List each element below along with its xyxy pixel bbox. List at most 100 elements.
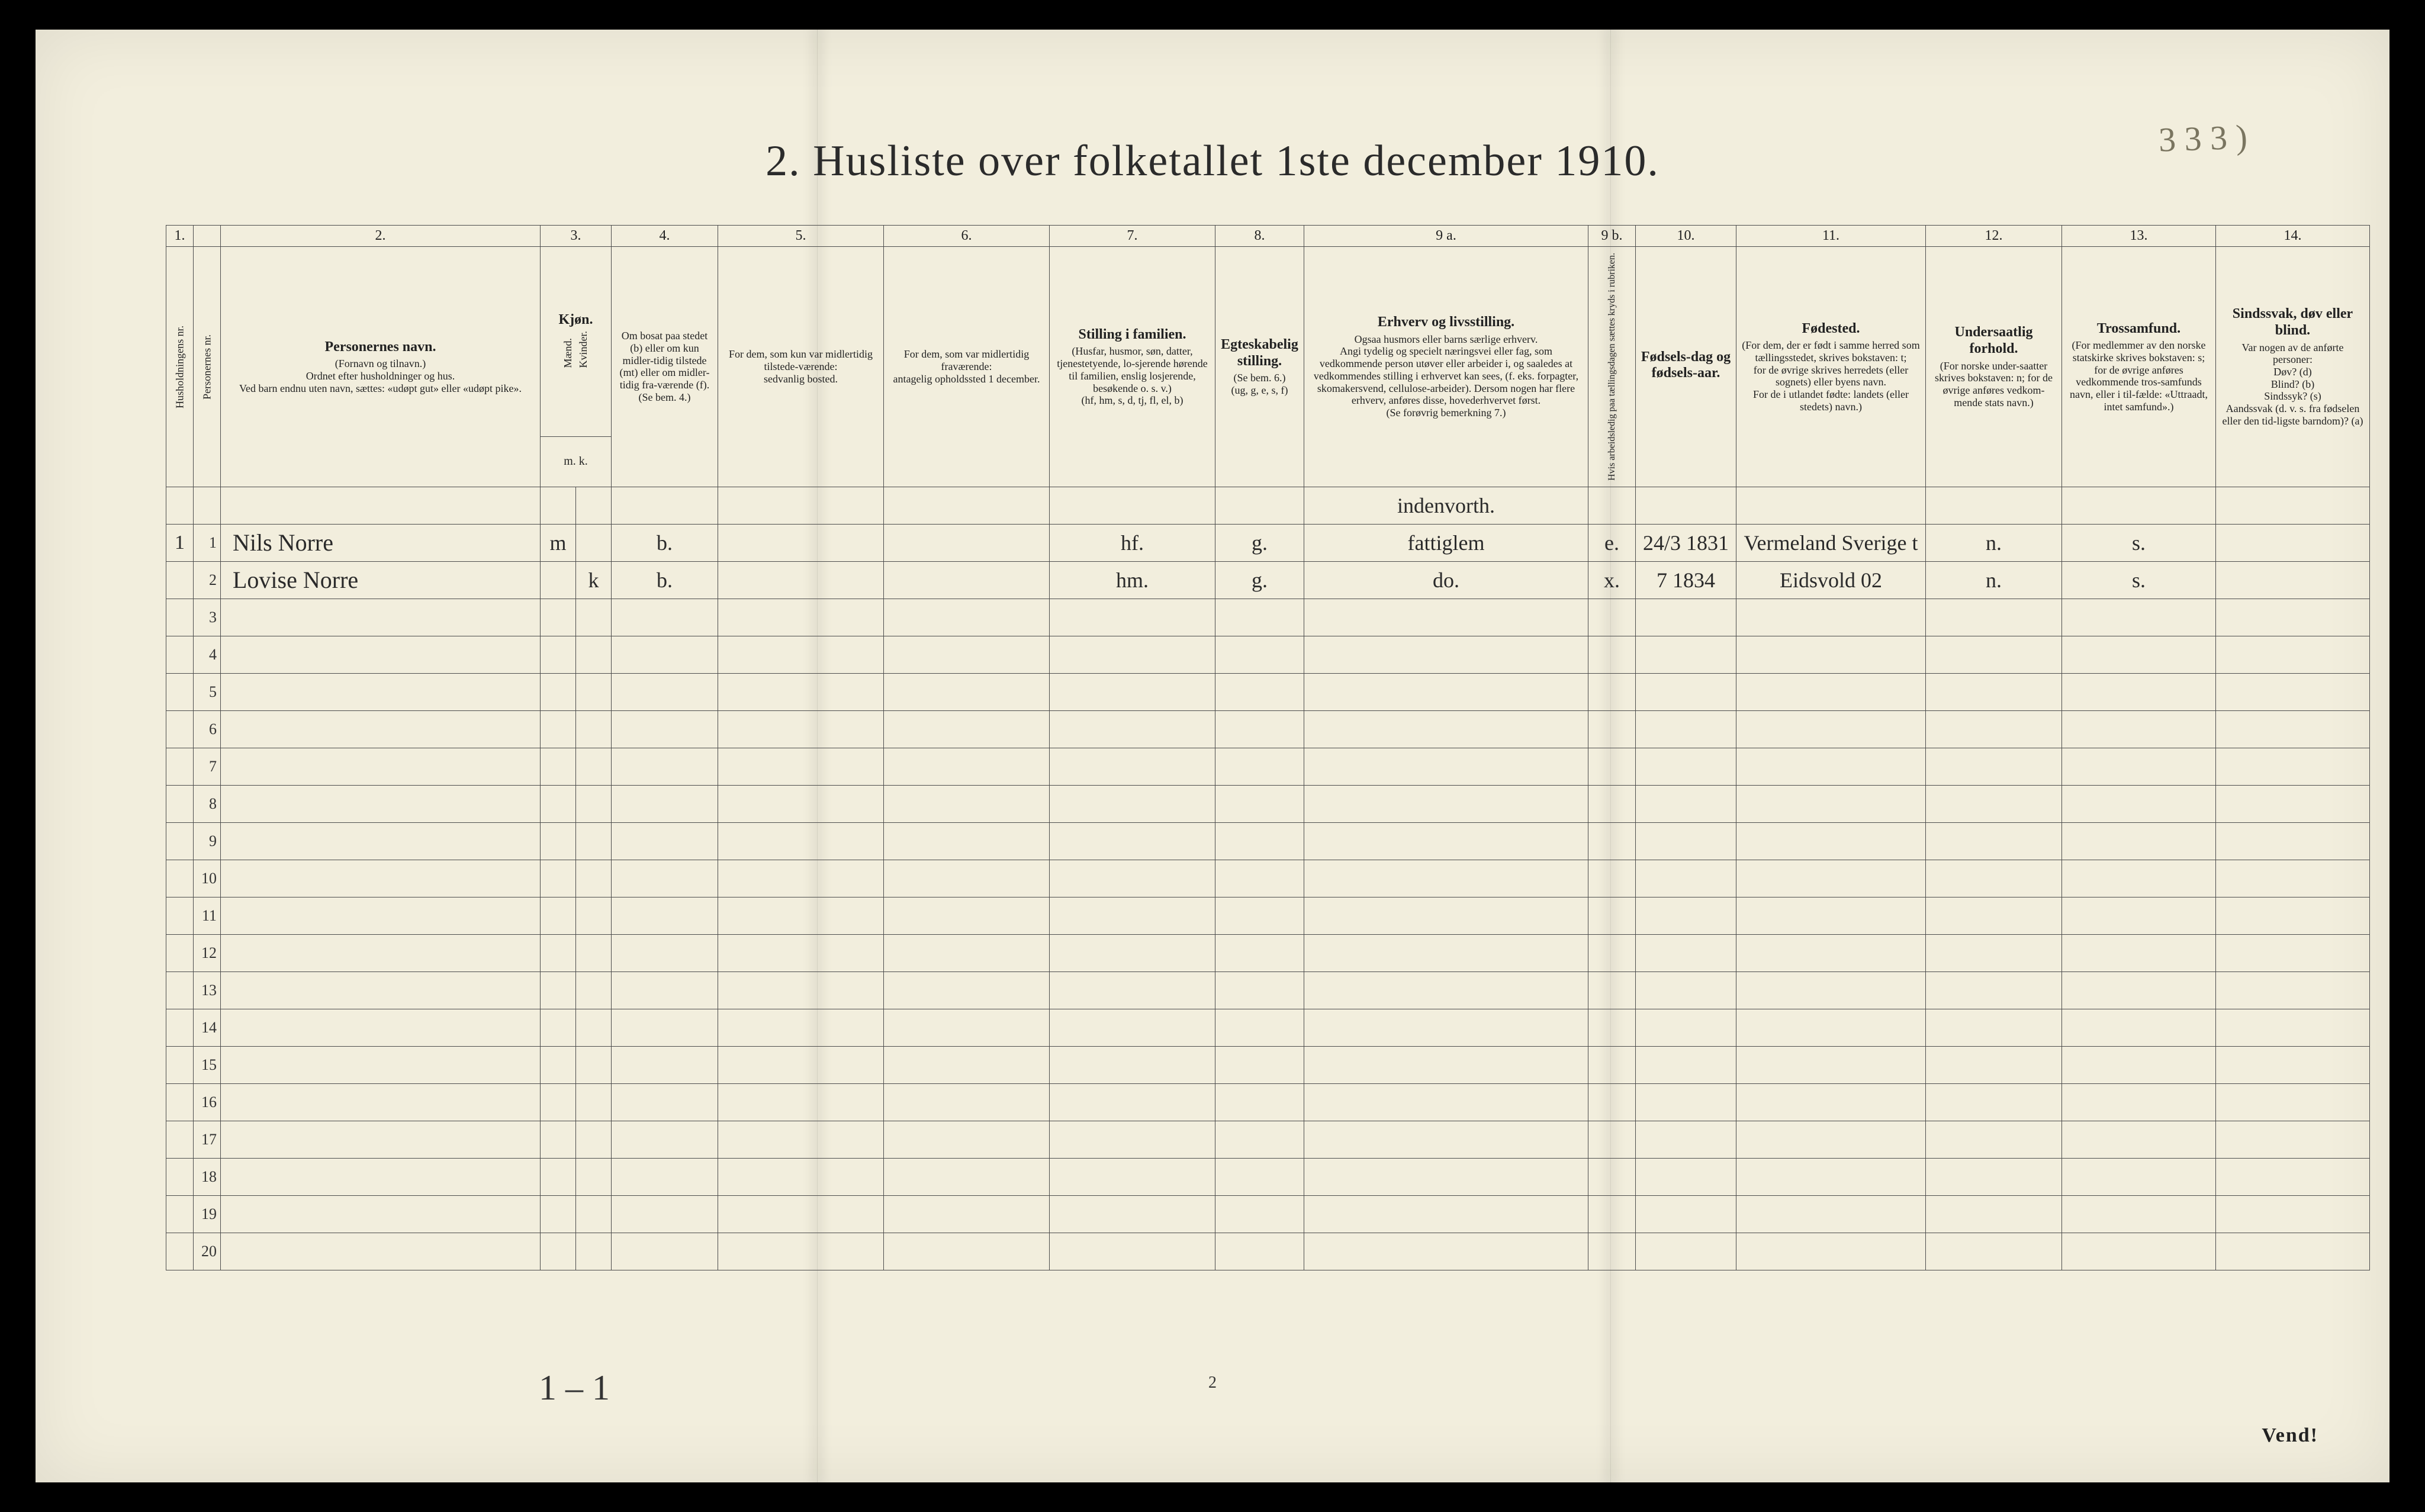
cell-blank	[2062, 1233, 2216, 1270]
cell-fodt: 24/3 1831	[1636, 524, 1736, 561]
cell-blank	[2216, 897, 2370, 934]
hdr-fravaerende: For dem, som var midlertidig fraværende:…	[884, 247, 1050, 487]
cell-blank	[2062, 822, 2216, 860]
cell-blank	[718, 710, 884, 748]
table-row: 2Lovise Norrekb.hm.g.do.x.7 1834Eidsvold…	[166, 561, 2370, 599]
cell-blank	[1736, 785, 1926, 822]
cell-blank	[1304, 1009, 1588, 1046]
hdr-fodested-t: Fødested.	[1741, 321, 1921, 337]
hdr-fodt-t: Fødsels-dag og fødsels-aar.	[1641, 349, 1731, 382]
hdr-personnr: Personernes nr.	[194, 247, 221, 487]
cell-blank	[718, 971, 884, 1009]
cell-blank	[221, 971, 541, 1009]
cell-blank	[1926, 1121, 2062, 1158]
cell-blank	[2062, 1121, 2216, 1158]
colnum-14: 14.	[2216, 226, 2370, 247]
cell-blank	[1736, 860, 1926, 897]
cell-blank	[541, 860, 576, 897]
cell-blank	[1050, 710, 1215, 748]
cell-blank	[541, 599, 576, 636]
cell-blank	[1926, 748, 2062, 785]
cell-blank	[2062, 1083, 2216, 1121]
hdr-undersaat: Undersaatlig forhold. (For norske under-…	[1926, 247, 2062, 487]
cell-blank	[1926, 1009, 2062, 1046]
cell-blank	[1050, 1121, 1215, 1158]
data-body: 11Nils Norremb.hf.g.fattigleme.24/3 1831…	[166, 524, 2370, 1270]
footer-count: 1 – 1	[539, 1368, 610, 1408]
cell-blank	[2216, 1195, 2370, 1233]
cell-blank	[1050, 1195, 1215, 1233]
cell-blank	[576, 748, 612, 785]
cell-blank	[1050, 897, 1215, 934]
hdr-erhverv-l2: Angi tydelig og specielt næringsvei elle…	[1309, 345, 1583, 406]
colnum-11: 11.	[1736, 226, 1926, 247]
cell-blank	[221, 1195, 541, 1233]
cell-blank	[1215, 934, 1304, 971]
cell-blank	[1215, 636, 1304, 673]
cell-blank	[1736, 673, 1926, 710]
cell-blank	[612, 822, 718, 860]
cell-blank	[2062, 897, 2216, 934]
cell-blank	[718, 673, 884, 710]
cell-blank	[1304, 897, 1588, 934]
cell-person-nr: 8	[194, 785, 221, 822]
cell-blank	[1050, 636, 1215, 673]
cell-blank	[718, 599, 884, 636]
cell-blank	[1736, 934, 1926, 971]
cell-blank	[1050, 1083, 1215, 1121]
hdr-kjon-group: Kjøn. Mænd. Kvinder.	[541, 247, 612, 437]
hdr-ledig: Hvis arbeidsledig paa tællingsdagen sætt…	[1588, 247, 1636, 487]
cell-blank	[1050, 971, 1215, 1009]
cell-hh	[166, 1046, 194, 1083]
cell-blank	[576, 822, 612, 860]
cell-blank	[576, 971, 612, 1009]
cell-blank	[1926, 934, 2062, 971]
cell-hh	[166, 971, 194, 1009]
cell-blank	[576, 934, 612, 971]
footer-page-number: 2	[1208, 1373, 1217, 1392]
hdr-egte: Egteskabelig stilling. (Se bem. 6.) (ug,…	[1215, 247, 1304, 487]
hdr-tilstede: For dem, som kun var midlertidig tilsted…	[718, 247, 884, 487]
cell-blank	[2216, 636, 2370, 673]
cell-blank	[884, 673, 1050, 710]
cell-blank	[612, 599, 718, 636]
cell-blank	[221, 636, 541, 673]
page-title: 2. Husliste over folketallet 1ste decemb…	[36, 136, 2389, 186]
cell-blank	[1926, 897, 2062, 934]
cell-blank	[1636, 1121, 1736, 1158]
cell-blank	[1215, 710, 1304, 748]
cell-blank	[1926, 822, 2062, 860]
cell-blank	[1926, 1233, 2062, 1270]
cell-blank	[1304, 710, 1588, 748]
hdr-maend: Mænd.	[562, 338, 574, 368]
cell-blank	[1926, 636, 2062, 673]
cell-blank	[1304, 1158, 1588, 1195]
cell-blank	[884, 599, 1050, 636]
cell-blank	[884, 822, 1050, 860]
cell-blank	[884, 934, 1050, 971]
cell-blank	[1304, 860, 1588, 897]
hdr-fodt: Fødsels-dag og fødsels-aar.	[1636, 247, 1736, 487]
cell-blank	[1926, 971, 2062, 1009]
colnum-4: 4.	[612, 226, 718, 247]
table-row: 6	[166, 710, 2370, 748]
page: 2. Husliste over folketallet 1ste decemb…	[36, 30, 2389, 1482]
hdr-sinds-l4: Aandssvak (d. v. s. fra fødselen eller d…	[2221, 403, 2365, 427]
cell-person-nr: 19	[194, 1195, 221, 1233]
header-row: Husholdningens nr. Personernes nr. Perso…	[166, 247, 2370, 437]
hdr-fodested-l2: for de øvrige skrives herredets (eller s…	[1741, 364, 1921, 388]
cell-blank	[576, 785, 612, 822]
cell-blank	[884, 1121, 1050, 1158]
colnum-13: 13.	[2062, 226, 2216, 247]
cell-blank	[718, 748, 884, 785]
cell-blank	[718, 897, 884, 934]
cell-blank	[541, 1046, 576, 1083]
hdr-egte-t: Egteskabelig stilling.	[1220, 337, 1299, 369]
cell-blank	[1636, 1233, 1736, 1270]
cell-blank	[221, 748, 541, 785]
cell-sinds	[2216, 561, 2370, 599]
cell-blank	[576, 1046, 612, 1083]
cell-hh	[166, 1195, 194, 1233]
cell-blank	[612, 1233, 718, 1270]
hdr-sinds-l3: Sindssyk? (s)	[2221, 390, 2365, 403]
